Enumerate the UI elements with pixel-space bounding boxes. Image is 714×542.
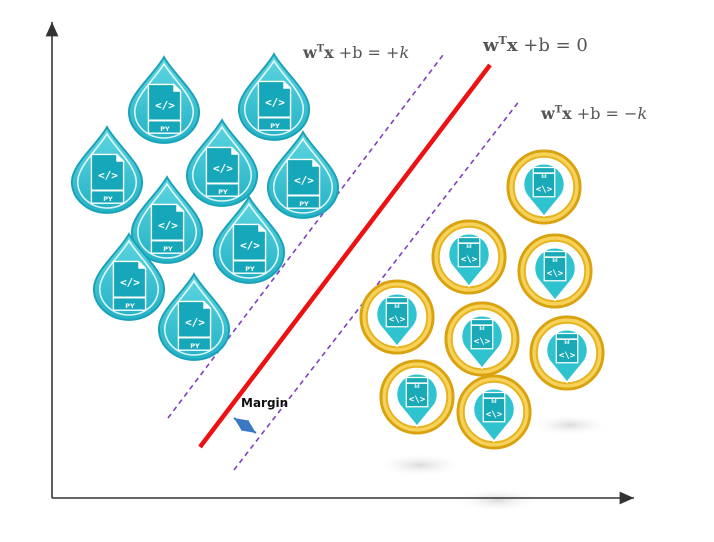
svg-text:lıl: lıl — [541, 174, 546, 180]
svg-text:</>: </> — [265, 96, 285, 109]
coin-file-icon: lıl <\> — [517, 233, 593, 309]
positive-margin-equation: wTx +b = +k — [303, 43, 410, 62]
class-positive-drops: </> PY </> PY </> PY </> PY </> PY </> P… — [70, 53, 340, 361]
svg-text:</>: </> — [98, 169, 118, 182]
svg-text:<\>: <\> — [547, 269, 564, 279]
svg-text:PY: PY — [245, 265, 255, 273]
svg-text:PY: PY — [103, 195, 113, 203]
svg-text:lıl: lıl — [466, 244, 471, 250]
svg-text:lıl: lıl — [552, 258, 557, 264]
svg-text:<\>: <\> — [536, 185, 553, 195]
coin-file-icon: lıl <\> — [444, 301, 520, 377]
svg-text:</>: </> — [120, 276, 140, 289]
svg-text:<\>: <\> — [389, 315, 406, 325]
svg-text:</>: </> — [294, 174, 314, 187]
python-drop-icon: </> PY — [130, 176, 204, 264]
svg-text:</>: </> — [240, 239, 260, 252]
coin-file-icon: lıl <\> — [431, 219, 507, 295]
svg-text:</>: </> — [213, 162, 233, 175]
decision-boundary-equation: wTx +b = 0 — [483, 34, 588, 56]
svg-text:<\>: <\> — [409, 395, 426, 405]
margin-line-positive — [167, 54, 444, 419]
svg-text:</>: </> — [185, 316, 205, 329]
coin-file-icon: lıl <\> — [506, 149, 582, 225]
svg-text:lıl: lıl — [394, 304, 399, 310]
svg-text:PY: PY — [218, 188, 228, 196]
svg-text:PY: PY — [299, 200, 309, 208]
margin-arrow — [233, 417, 257, 434]
python-drop-icon: </> PY — [212, 196, 286, 284]
svg-text:PY: PY — [160, 125, 170, 133]
negative-margin-equation: wTx +b = −k — [541, 104, 648, 123]
svg-text:lıl: lıl — [414, 384, 419, 390]
svg-text:PY: PY — [190, 342, 200, 350]
python-drop-icon: </> PY — [92, 233, 166, 321]
svg-text:PY: PY — [270, 122, 280, 130]
svg-text:<\>: <\> — [486, 410, 503, 420]
svg-text:PY: PY — [125, 302, 135, 310]
class-negative-coins: lıl <\> lıl <\> lıl <\> lıl <\> lıl <\> … — [359, 149, 605, 450]
python-drop-icon: </> PY — [70, 126, 144, 214]
svg-text:lıl: lıl — [479, 326, 484, 332]
svg-text:PY: PY — [163, 245, 173, 253]
svg-text:<\>: <\> — [559, 351, 576, 361]
coin-file-icon: lıl <\> — [379, 359, 455, 435]
coin-file-icon: lıl <\> — [529, 315, 605, 391]
svg-text:</>: </> — [158, 219, 178, 232]
coin-file-icon: lıl <\> — [359, 279, 435, 355]
margin-label: Margin — [241, 396, 289, 410]
python-drop-icon: </> PY — [127, 56, 201, 144]
decision-boundary-line — [198, 63, 492, 449]
svg-text:</>: </> — [155, 99, 175, 112]
svg-text:lıl: lıl — [564, 340, 569, 346]
python-drop-icon: </> PY — [237, 53, 311, 141]
margin-line-negative — [233, 99, 521, 471]
coin-shadows — [375, 414, 610, 512]
svg-text:<\>: <\> — [461, 255, 478, 265]
python-drop-icon: </> PY — [266, 131, 340, 219]
python-drop-icon: </> PY — [157, 273, 231, 361]
svg-text:<\>: <\> — [474, 337, 491, 347]
svg-text:lıl: lıl — [491, 399, 496, 405]
python-drop-icon: </> PY — [185, 119, 259, 207]
coin-file-icon: lıl <\> — [456, 374, 532, 450]
